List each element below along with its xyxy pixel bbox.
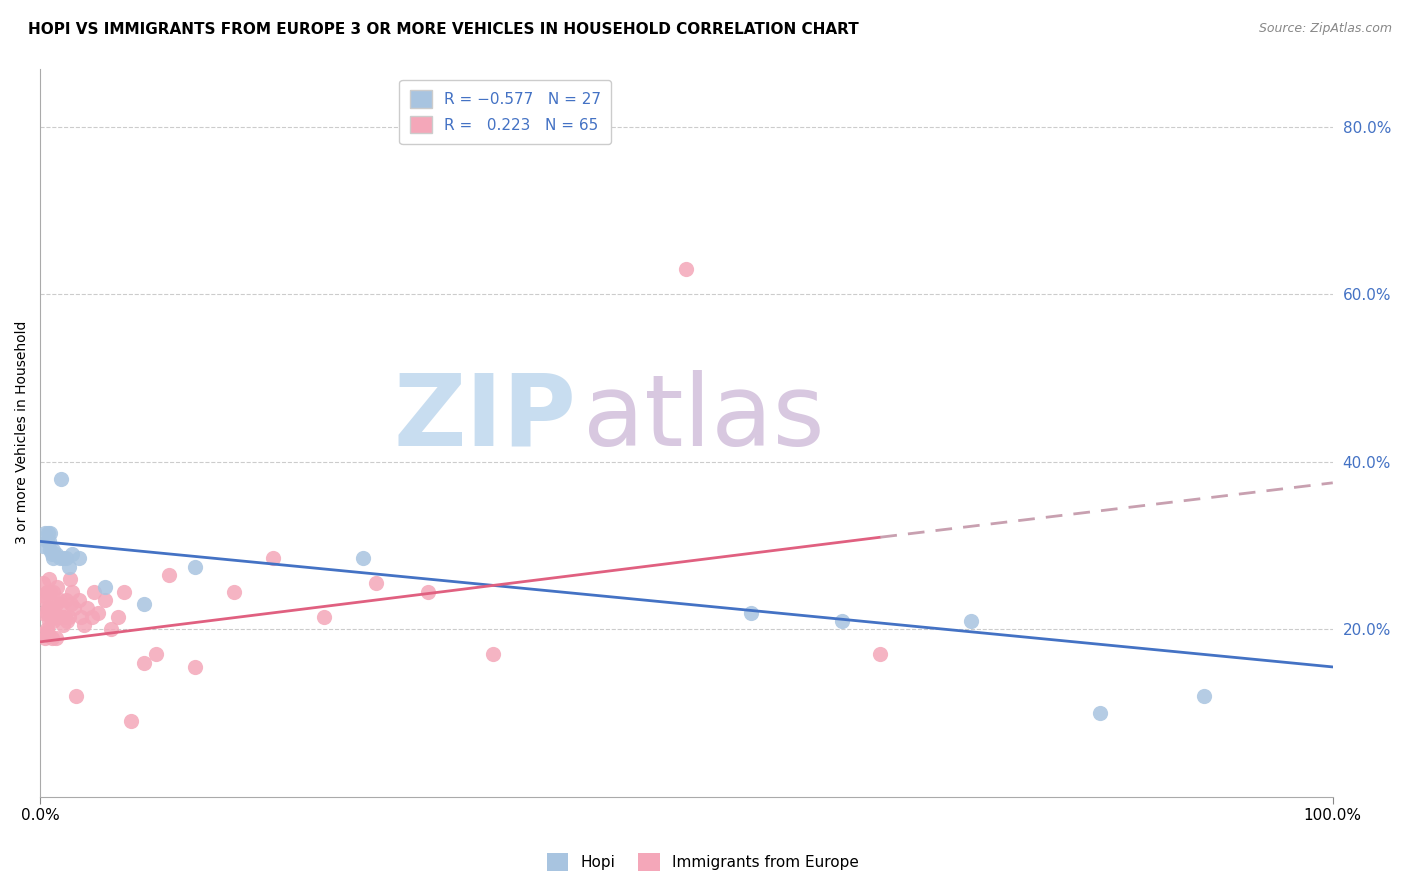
Point — [45, 581, 67, 595]
Point — [87, 606, 110, 620]
Point — [132, 597, 155, 611]
Point — [45, 597, 67, 611]
Point — [481, 648, 503, 662]
Point — [65, 690, 87, 704]
Point — [73, 618, 96, 632]
Point — [38, 534, 60, 549]
Point — [59, 572, 82, 586]
Point — [675, 262, 697, 277]
Point — [62, 601, 84, 615]
Point — [184, 660, 207, 674]
Point — [42, 551, 65, 566]
Point — [58, 609, 80, 624]
Point — [34, 526, 56, 541]
Legend: Hopi, Immigrants from Europe: Hopi, Immigrants from Europe — [538, 844, 868, 880]
Point — [740, 606, 762, 620]
Point — [39, 609, 62, 624]
Point — [56, 614, 79, 628]
Point — [37, 584, 59, 599]
Point — [62, 547, 84, 561]
Point — [32, 589, 55, 603]
Point — [314, 609, 336, 624]
Point — [49, 472, 72, 486]
Point — [107, 609, 129, 624]
Point — [45, 547, 67, 561]
Point — [1088, 706, 1111, 720]
Point — [52, 551, 75, 566]
Point — [45, 609, 67, 624]
Point — [39, 526, 62, 541]
Point — [76, 601, 98, 615]
Point — [38, 614, 60, 628]
Point — [49, 597, 72, 611]
Point — [41, 609, 63, 624]
Y-axis label: 3 or more Vehicles in Household: 3 or more Vehicles in Household — [15, 321, 30, 544]
Text: Source: ZipAtlas.com: Source: ZipAtlas.com — [1258, 22, 1392, 36]
Point — [67, 551, 90, 566]
Point — [83, 584, 105, 599]
Point — [31, 539, 53, 553]
Point — [869, 648, 891, 662]
Point — [352, 551, 374, 566]
Point — [1192, 690, 1215, 704]
Point — [48, 551, 70, 566]
Point — [51, 609, 73, 624]
Point — [112, 584, 135, 599]
Point — [58, 559, 80, 574]
Point — [184, 559, 207, 574]
Point — [41, 631, 63, 645]
Point — [80, 609, 103, 624]
Point — [70, 609, 93, 624]
Point — [831, 614, 853, 628]
Point — [35, 584, 58, 599]
Point — [262, 551, 284, 566]
Point — [145, 648, 167, 662]
Point — [37, 601, 59, 615]
Text: atlas: atlas — [583, 369, 825, 467]
Point — [62, 584, 84, 599]
Point — [39, 601, 62, 615]
Point — [222, 584, 245, 599]
Text: ZIP: ZIP — [394, 369, 576, 467]
Legend: R = −0.577   N = 27, R =   0.223   N = 65: R = −0.577 N = 27, R = 0.223 N = 65 — [399, 79, 612, 145]
Point — [48, 593, 70, 607]
Point — [44, 606, 66, 620]
Point — [39, 584, 62, 599]
Point — [93, 581, 115, 595]
Point — [52, 618, 75, 632]
Point — [93, 593, 115, 607]
Point — [41, 547, 63, 561]
Point — [32, 626, 55, 640]
Point — [34, 593, 56, 607]
Point — [157, 567, 180, 582]
Point — [31, 606, 53, 620]
Point — [35, 606, 58, 620]
Point — [120, 714, 142, 729]
Point — [416, 584, 439, 599]
Point — [37, 626, 59, 640]
Point — [42, 584, 65, 599]
Point — [34, 631, 56, 645]
Text: HOPI VS IMMIGRANTS FROM EUROPE 3 OR MORE VEHICLES IN HOUSEHOLD CORRELATION CHART: HOPI VS IMMIGRANTS FROM EUROPE 3 OR MORE… — [28, 22, 859, 37]
Point — [60, 597, 83, 611]
Point — [55, 551, 77, 566]
Point — [31, 576, 53, 591]
Point — [42, 614, 65, 628]
Point — [45, 631, 67, 645]
Point — [35, 534, 58, 549]
Point — [48, 609, 70, 624]
Point — [42, 542, 65, 557]
Point — [132, 656, 155, 670]
Point — [39, 542, 62, 557]
Point — [55, 593, 77, 607]
Point — [959, 614, 981, 628]
Point — [67, 593, 90, 607]
Point — [35, 622, 58, 636]
Point — [46, 609, 69, 624]
Point — [366, 576, 388, 591]
Point — [100, 622, 122, 636]
Point — [38, 572, 60, 586]
Point — [53, 609, 76, 624]
Point — [37, 526, 59, 541]
